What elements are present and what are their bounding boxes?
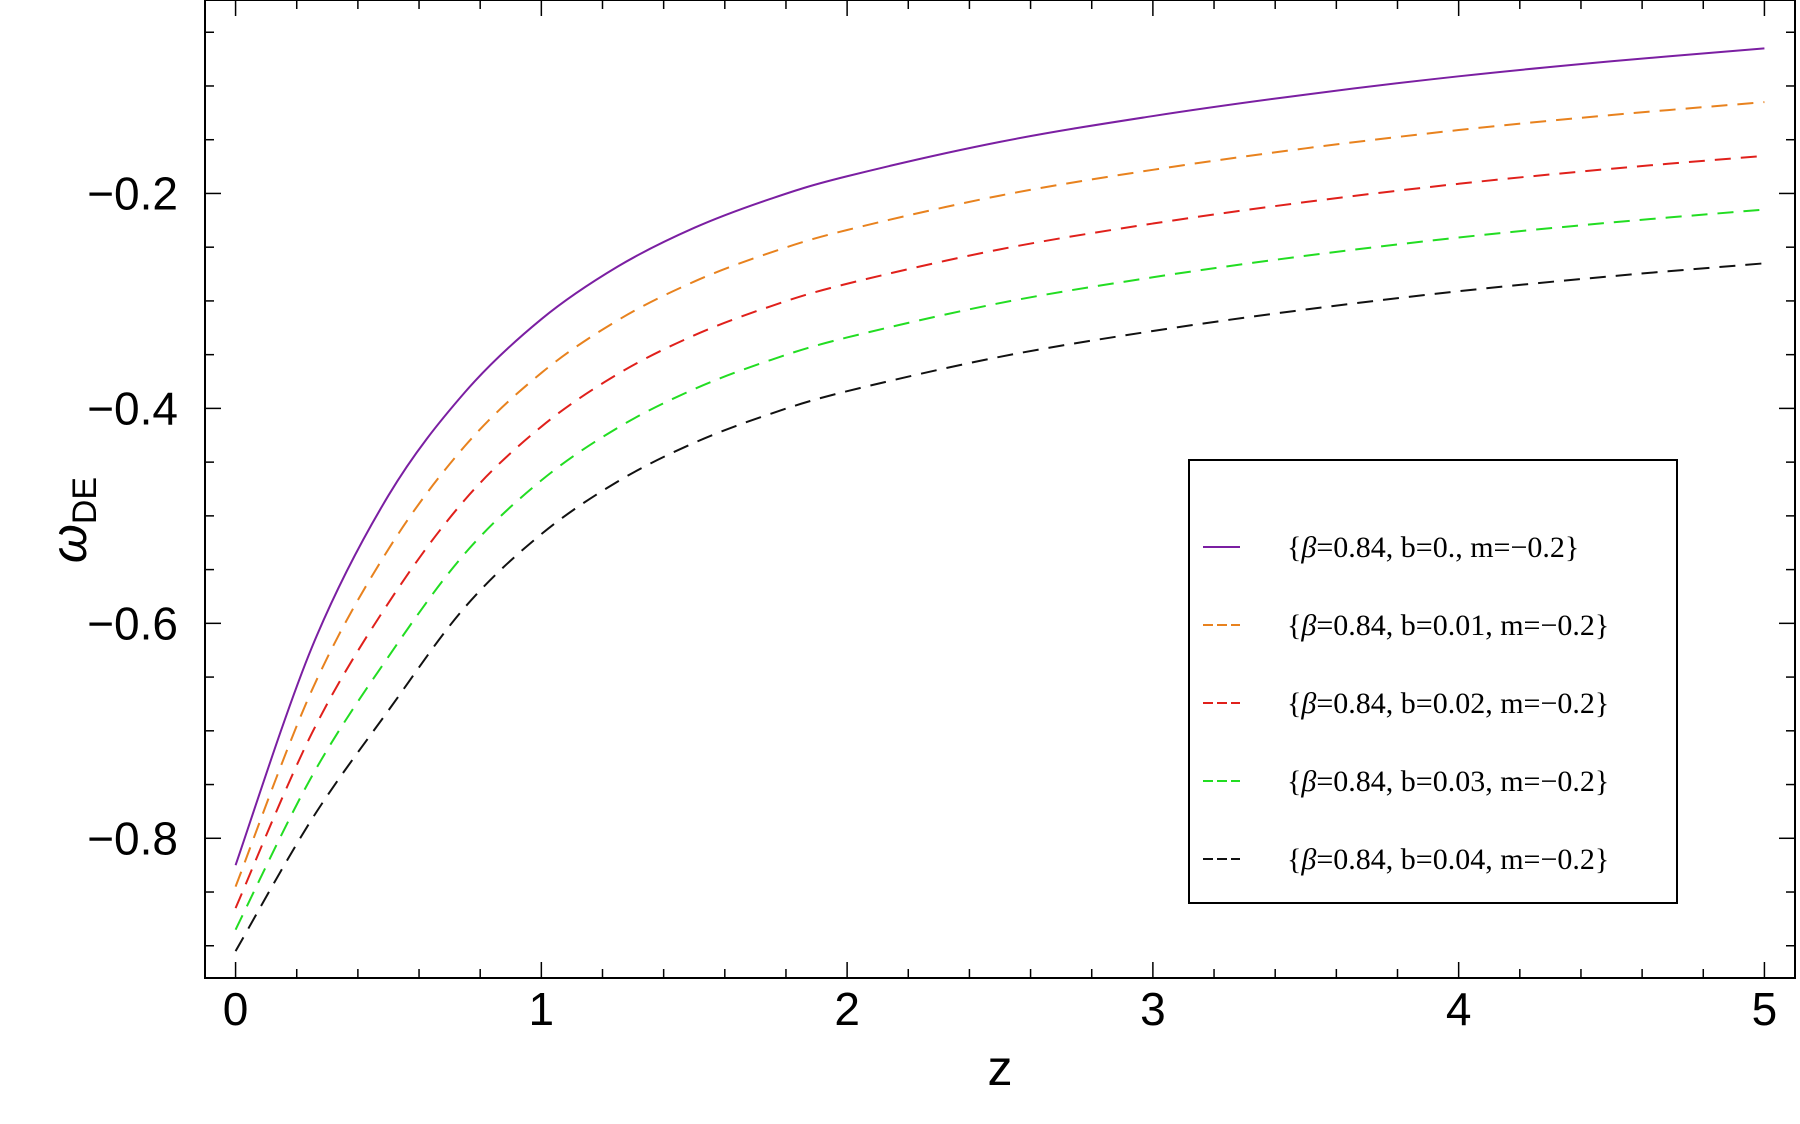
y-tick-labels: −0.2 −0.4 −0.6 −0.8 <box>87 167 178 864</box>
y-tick-label: −0.8 <box>87 812 178 864</box>
tick-layer <box>205 0 1795 978</box>
series-line-3 <box>234 208 1765 931</box>
series-line-0 <box>234 47 1765 866</box>
svg-text:ωDE: ωDE <box>41 477 104 563</box>
legend-label-1: {β=0.84, b=0.01, m=−0.2} <box>1287 609 1609 642</box>
y-tick-label: −0.2 <box>87 167 178 219</box>
x-tick-labels: 0 1 2 3 4 5 <box>223 983 1777 1035</box>
y-axis-label-symbol: ω <box>41 524 97 563</box>
series-layer <box>234 47 1765 952</box>
x-tick-label: 1 <box>529 983 555 1035</box>
series-line-4 <box>234 262 1765 952</box>
legend: {β=0.84, b=0., m=−0.2} {β=0.84, b=0.01, m… <box>1188 459 1678 904</box>
legend-box <box>1188 459 1678 904</box>
x-tick-label: 4 <box>1446 983 1472 1035</box>
y-tick-label: −0.6 <box>87 597 178 649</box>
legend-label-2: {β=0.84, b=0.02, m=−0.2} <box>1287 687 1609 720</box>
series-line-1 <box>234 101 1765 888</box>
plot-frame <box>204 0 1796 979</box>
y-axis-label: ωDE <box>41 477 104 563</box>
legend-items: {β=0.84, b=0., m=−0.2} {β=0.84, b=0.01, m… <box>1203 531 1609 876</box>
y-tick-label: −0.4 <box>87 382 178 434</box>
x-tick-label: 2 <box>834 983 860 1035</box>
y-axis-label-subscript: DE <box>66 477 104 524</box>
legend-label-0: {β=0.84, b=0., m=−0.2} <box>1287 531 1579 564</box>
x-tick-label: 0 <box>223 983 249 1035</box>
legend-label-4: {β=0.84, b=0.04, m=−0.2} <box>1287 843 1609 876</box>
x-tick-label: 5 <box>1752 983 1778 1035</box>
x-tick-label: 3 <box>1140 983 1166 1035</box>
series-line-2 <box>234 154 1765 909</box>
x-axis-label: z <box>988 1040 1013 1096</box>
legend-label-3: {β=0.84, b=0.03, m=−0.2} <box>1287 765 1609 798</box>
